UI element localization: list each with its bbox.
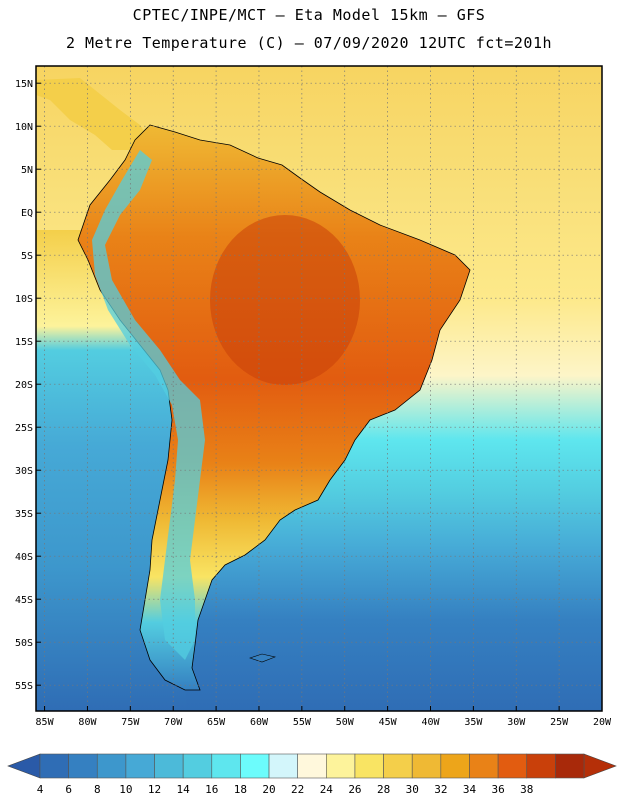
colorbar-label: 6	[65, 783, 72, 796]
lon-tick-label: 85W	[36, 717, 55, 728]
colorbar-label: 12	[148, 783, 161, 796]
lat-tick-label: 5S	[21, 251, 33, 262]
colorbar-label: 32	[434, 783, 447, 796]
colorbar-label: 8	[94, 783, 101, 796]
lat-tick-label: 15S	[15, 337, 33, 348]
colorbar-swatch	[39, 753, 69, 779]
map-frame	[35, 65, 603, 712]
colorbar-swatch	[96, 753, 127, 779]
latitude-labels: 15N 10N 5N EQ 5S 10S 15S 20S 25S 30S 35S 40S 45S 50S 5…	[15, 79, 33, 692]
falkland-islands	[249, 653, 277, 663]
colorbar-swatch	[411, 753, 442, 779]
lat-tick-label: EQ	[21, 208, 33, 219]
lat-tick-label: 40S	[15, 552, 33, 563]
colorbar-label: 28	[377, 783, 390, 796]
colorbar-swatch	[297, 753, 327, 779]
colorbar-swatch	[154, 753, 184, 779]
colorbar-label: 4	[37, 783, 44, 796]
lon-tick-label: 60W	[250, 717, 269, 728]
colorbar-label: 22	[291, 783, 304, 796]
lon-tick-label: 25W	[550, 717, 569, 728]
colorbar-high-arrow	[583, 753, 617, 779]
title-line-2: 2 Metre Temperature (C) – 07/09/2020 12U…	[65, 34, 553, 52]
colorbar-swatch	[440, 753, 470, 779]
andes-cold-band	[92, 150, 205, 660]
lat-tick-label: 30S	[15, 466, 33, 477]
colorbar-swatch	[68, 753, 98, 779]
colorbar-swatch	[326, 753, 356, 779]
colorbar-label: 24	[320, 783, 334, 796]
central-america-land	[36, 78, 150, 150]
colorbar-label: 38	[520, 783, 533, 796]
colorbar-label: 14	[177, 783, 191, 796]
lat-tick-label: 35S	[15, 509, 33, 520]
lat-tick-label: 20S	[15, 380, 33, 391]
lat-tick-label: 10S	[15, 294, 33, 305]
lon-tick-label: 20W	[593, 717, 612, 728]
colorbar-swatch	[555, 753, 585, 779]
lon-tick-label: 40W	[421, 717, 440, 728]
lon-tick-label: 30W	[507, 717, 526, 728]
colorbar-swatch	[497, 753, 528, 779]
colorbar-swatch	[526, 753, 556, 779]
lat-tick-label: 10N	[15, 122, 33, 133]
lat-tick-label: 15N	[15, 79, 33, 90]
lon-tick-label: 35W	[464, 717, 483, 728]
colorbar-label: 30	[406, 783, 419, 796]
colorbar-label: 10	[119, 783, 132, 796]
lon-tick-label: 65W	[207, 717, 226, 728]
colorbar-label: 20	[262, 783, 275, 796]
colorbar-label: 26	[348, 783, 361, 796]
hot-core	[210, 215, 360, 385]
colorbar-swatch	[182, 753, 213, 779]
gridlines	[36, 66, 603, 711]
lon-tick-label: 55W	[293, 717, 312, 728]
colorbar-label: 34	[463, 783, 477, 796]
lat-tick-label: 5N	[21, 165, 33, 176]
colorbar-swatch	[268, 753, 298, 779]
colorbar-label: 36	[491, 783, 504, 796]
lat-tick-label: 50S	[15, 638, 33, 649]
lat-tick-label: 55S	[15, 681, 33, 692]
colorbar-low-arrow	[7, 753, 41, 779]
lat-tick-label: 45S	[15, 595, 33, 606]
lon-tick-label: 70W	[164, 717, 183, 728]
colorbar-swatch	[354, 753, 384, 779]
lon-tick-label: 50W	[336, 717, 355, 728]
title-line-1: CPTEC/INPE/MCT – Eta Model 15km – GFS	[132, 6, 486, 24]
lon-tick-label: 75W	[121, 717, 140, 728]
colorbar-swatch	[469, 753, 499, 779]
lon-tick-label: 80W	[78, 717, 97, 728]
colorbar-swatch	[211, 753, 241, 779]
colorbar-swatch	[383, 753, 413, 779]
colorbar-swatch	[125, 753, 155, 779]
colorbar-swatch	[240, 753, 270, 779]
lat-tick-label: 25S	[15, 423, 33, 434]
lon-tick-label: 45W	[379, 717, 398, 728]
longitude-labels: 85W 80W 75W 70W 65W 60W 55W 50W 45W 40W 35W 30W 25W 2…	[36, 717, 612, 728]
colorbar-label: 18	[234, 783, 247, 796]
colorbar-label: 16	[205, 783, 218, 796]
